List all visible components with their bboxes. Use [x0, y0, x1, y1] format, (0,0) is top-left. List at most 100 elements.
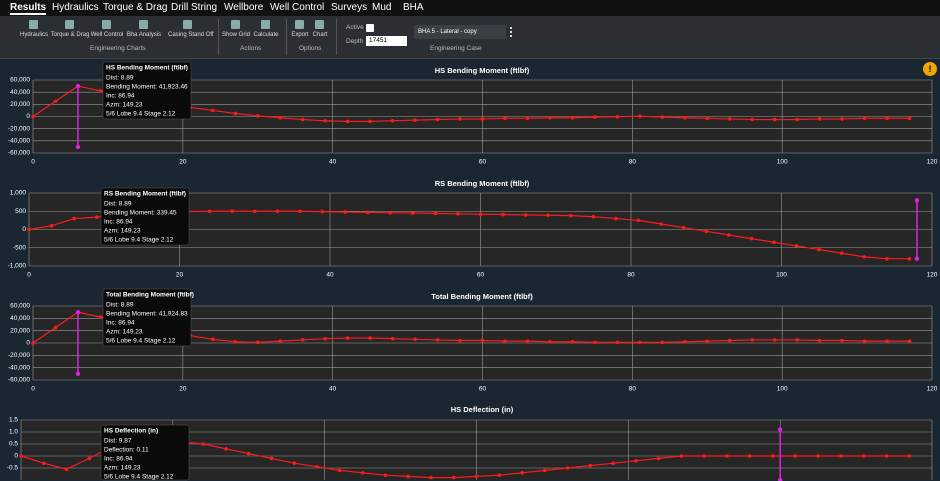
data-point	[72, 217, 76, 221]
data-point	[637, 219, 641, 223]
y-tick-label: 20,000	[10, 327, 30, 334]
data-point	[839, 454, 843, 458]
tooltip-title: Total Bending Moment (ftlbf)	[106, 292, 194, 299]
tooltip-line: Inc: 86.94	[104, 456, 133, 463]
menu-kebab[interactable]	[510, 27, 515, 37]
data-point	[728, 117, 732, 121]
data-point	[458, 339, 462, 343]
tab[interactable]: Surveys	[331, 2, 367, 13]
engineering-case-label: Engineering Case	[430, 45, 482, 52]
active-checkbox[interactable]	[366, 24, 374, 32]
toolbar-button[interactable]: Hydraulics	[14, 20, 54, 42]
y-tick-label: 0.5	[9, 441, 18, 448]
button-label: Torque & Drag	[50, 32, 90, 38]
group-label: Engineering Charts	[90, 45, 146, 52]
tooltip-line: Bending Moment: 339.45	[104, 210, 177, 217]
separator	[218, 19, 219, 55]
separator	[286, 19, 287, 55]
data-point	[863, 339, 867, 343]
data-point	[452, 476, 456, 480]
data-point	[657, 457, 661, 461]
tooltip-line: Bending Moment: 41,924.83	[106, 311, 188, 318]
toolbar-button[interactable]: Bha Analysis	[124, 20, 164, 42]
data-point	[368, 120, 372, 124]
data-point	[99, 315, 103, 319]
tab[interactable]: BHA	[403, 2, 424, 13]
data-point	[659, 222, 663, 226]
tab[interactable]: Results	[10, 2, 46, 15]
data-point	[497, 473, 501, 477]
data-point	[65, 467, 69, 471]
x-tick-label: 100	[777, 386, 788, 393]
toolbar-button[interactable]: Well Control	[87, 20, 127, 42]
tab[interactable]: Well Control	[270, 2, 324, 13]
data-point	[230, 209, 234, 213]
x-tick-label: 80	[627, 272, 635, 279]
tooltip-line: Inc: 86.94	[106, 320, 135, 327]
data-point	[705, 339, 709, 343]
data-point	[481, 117, 485, 121]
data-point	[346, 120, 350, 124]
data-point	[885, 454, 889, 458]
toolbar-button[interactable]: Torque & Drag	[50, 20, 90, 42]
toolbar-button[interactable]: Chart	[300, 20, 340, 42]
data-point	[773, 118, 777, 122]
data-point	[201, 442, 205, 446]
data-point	[818, 339, 822, 343]
x-tick-label: 100	[776, 272, 787, 279]
data-point	[501, 213, 505, 217]
data-point	[256, 114, 260, 118]
data-point	[772, 240, 776, 244]
data-point	[728, 339, 732, 343]
tooltip-line: Dist: 9.87	[104, 438, 132, 445]
data-point	[702, 454, 706, 458]
chart-title: Total Bending Moment (ftlbf)	[431, 292, 533, 301]
data-point	[503, 339, 507, 343]
y-tick-label: 500	[15, 208, 26, 215]
depth-input[interactable]: 17451	[366, 36, 407, 46]
y-tick-label: 0	[26, 340, 30, 347]
warning-mark: !	[929, 64, 932, 74]
x-tick-label: 40	[326, 272, 334, 279]
data-point	[253, 209, 257, 213]
tooltip-line: Inc: 86.94	[104, 219, 133, 226]
data-point	[88, 457, 92, 461]
data-point	[436, 118, 440, 122]
data-point	[503, 117, 507, 121]
button-icon	[183, 20, 192, 29]
data-point	[42, 461, 46, 465]
data-point	[592, 215, 596, 219]
button-icon	[102, 20, 111, 29]
data-point	[750, 338, 754, 342]
highlight-dot	[76, 310, 80, 314]
button-icon	[261, 20, 270, 29]
y-tick-label: 40,000	[10, 89, 30, 96]
data-point	[548, 340, 552, 344]
case-select[interactable]: BHA 5 - Lateral - copy	[414, 25, 506, 39]
y-tick-label: 0	[22, 226, 26, 233]
data-point	[638, 114, 642, 118]
tab[interactable]: Mud	[372, 2, 391, 13]
data-point	[885, 339, 889, 343]
data-point	[569, 214, 573, 218]
data-point	[705, 117, 709, 121]
data-point	[750, 237, 754, 241]
data-point	[298, 209, 302, 213]
data-point	[278, 339, 282, 343]
tab[interactable]: Hydraulics	[52, 2, 99, 13]
tooltip-line: Dist: 8.89	[106, 75, 134, 82]
data-point	[773, 338, 777, 342]
y-tick-label: 0	[26, 113, 30, 120]
data-point	[638, 341, 642, 345]
tab[interactable]: Wellbore	[224, 2, 263, 13]
tab[interactable]: Drill String	[171, 2, 217, 13]
data-point	[366, 211, 370, 215]
data-point	[863, 117, 867, 121]
data-point	[611, 461, 615, 465]
tab[interactable]: Torque & Drag	[103, 2, 167, 13]
data-point	[413, 338, 417, 342]
data-point	[481, 339, 485, 343]
x-tick-label: 20	[179, 159, 187, 166]
data-point	[589, 464, 593, 468]
toolbar-button[interactable]: Casing Stand Off	[168, 20, 208, 42]
